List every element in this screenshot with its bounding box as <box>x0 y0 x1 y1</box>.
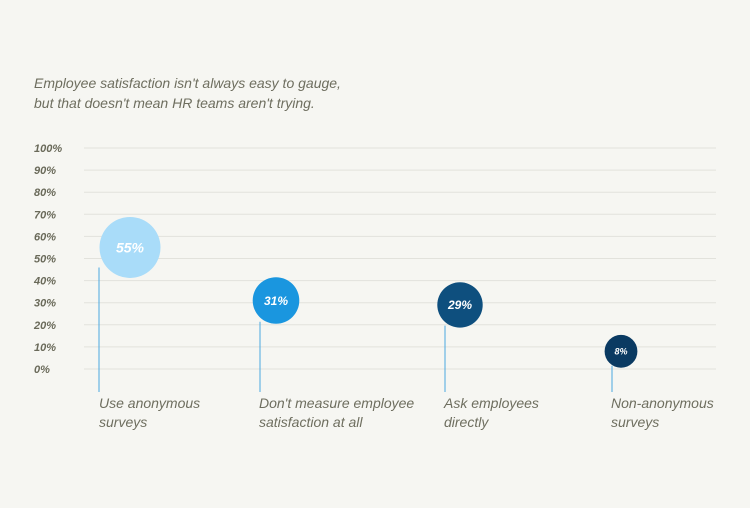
category-label: Non-anonymous surveys <box>611 395 714 430</box>
bubble <box>604 334 638 368</box>
bubble-value-label: 55% <box>116 239 145 255</box>
y-tick-label: 50% <box>34 254 56 266</box>
category-label: Ask employees directly <box>444 395 539 430</box>
bubble <box>437 282 483 328</box>
y-tick-label: 30% <box>34 298 56 310</box>
bubble-value-label: 29% <box>447 298 472 312</box>
category-label: Use anonymous surveys <box>99 395 201 430</box>
y-tick-label: 40% <box>33 276 56 288</box>
bubble <box>252 277 300 324</box>
y-tick-label: 100% <box>34 143 62 155</box>
y-tick-label: 0% <box>34 364 50 376</box>
category-label: Don't measure employee satisfaction at al… <box>259 395 415 430</box>
y-tick-label: 90% <box>34 165 56 177</box>
bubble <box>99 216 161 278</box>
y-tick-label: 70% <box>34 209 56 221</box>
y-tick-label: 80% <box>34 187 56 199</box>
subtitle-line-2: but that doesn't mean HR teams aren't tr… <box>34 95 315 111</box>
y-tick-label: 20% <box>33 320 56 332</box>
bubble-value-label: 31% <box>264 294 288 308</box>
y-tick-label: 10% <box>34 342 56 354</box>
y-tick-label: 60% <box>34 231 56 243</box>
subtitle-line-1: Employee satisfaction isn't always easy … <box>34 75 341 91</box>
chart-subtitle: Employee satisfaction isn't always easy … <box>34 73 454 113</box>
bubble-value-label: 8% <box>614 347 627 357</box>
